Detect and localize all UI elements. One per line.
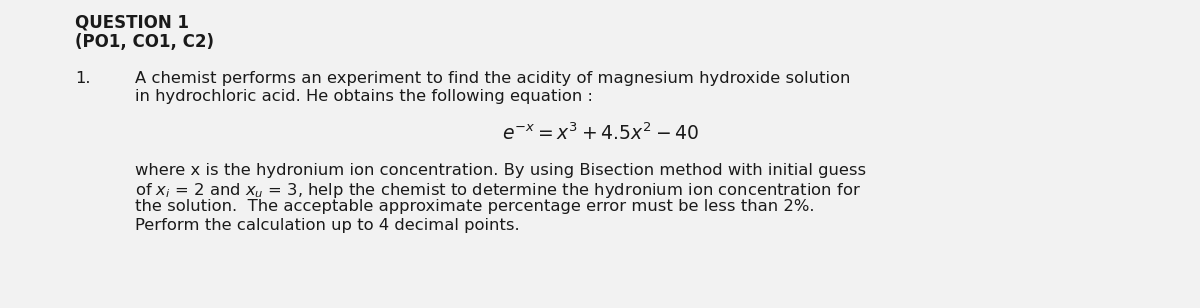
Text: $e^{-x} = x^3 + 4.5x^2 - 40$: $e^{-x} = x^3 + 4.5x^2 - 40$ <box>502 122 698 144</box>
Text: (PO1, CO1, C2): (PO1, CO1, C2) <box>74 33 214 51</box>
Text: QUESTION 1: QUESTION 1 <box>74 14 190 32</box>
Text: of $x_i$ = 2 and $x_u$ = 3, help the chemist to determine the hydronium ion conc: of $x_i$ = 2 and $x_u$ = 3, help the che… <box>134 181 860 200</box>
Text: Perform the calculation up to 4 decimal points.: Perform the calculation up to 4 decimal … <box>134 218 520 233</box>
Text: the solution.  The acceptable approximate percentage error must be less than 2%.: the solution. The acceptable approximate… <box>134 200 815 214</box>
Text: in hydrochloric acid. He obtains the following equation :: in hydrochloric acid. He obtains the fol… <box>134 90 593 104</box>
Text: 1.: 1. <box>74 71 90 86</box>
Text: A chemist performs an experiment to find the acidity of magnesium hydroxide solu: A chemist performs an experiment to find… <box>134 71 851 86</box>
Text: where x is the hydronium ion concentration. By using Bisection method with initi: where x is the hydronium ion concentrati… <box>134 163 866 177</box>
